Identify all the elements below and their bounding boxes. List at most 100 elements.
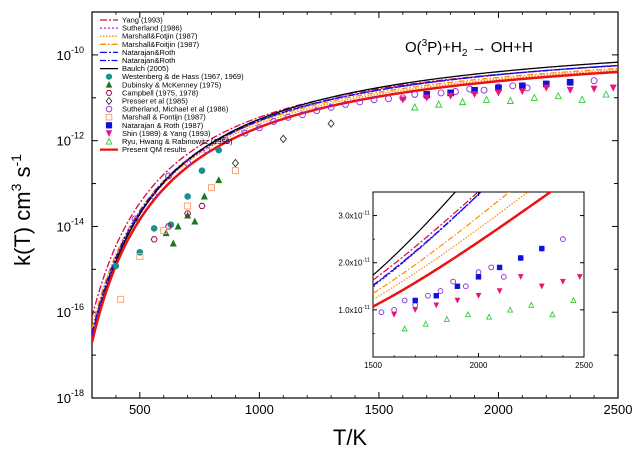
inset-x-tick-label: 2500 (575, 361, 593, 370)
data-point (284, 113, 292, 121)
legend-label: Presser et al (1985) (122, 97, 188, 106)
data-point (164, 223, 173, 230)
legend-label: Dubinsky & McKenney (1975) (122, 80, 222, 89)
x-tick-label: 1500 (364, 402, 393, 417)
inset-data-point (425, 292, 431, 299)
data-point (437, 89, 445, 97)
data-point (184, 159, 192, 167)
inset-data-point (549, 310, 556, 318)
data-point (385, 95, 392, 103)
inset-data-point (560, 278, 566, 285)
data-point (566, 78, 574, 86)
legend: Yang (1993)Sutherland (1986)Marshall&Fot… (100, 16, 244, 154)
data-point (578, 95, 586, 103)
data-point (232, 167, 239, 175)
data-points (112, 77, 617, 303)
inset-curve-line (373, 192, 457, 276)
inset-data-point (443, 315, 450, 322)
legend-label: Baulch (2005) (122, 64, 169, 73)
inset-data-point (401, 325, 408, 332)
inset-data-point (433, 293, 439, 299)
legend-label: Sutherland (1986) (122, 24, 183, 33)
inset-y-tick-label: 2.0x10-11 (338, 258, 370, 268)
inset-data-point (538, 283, 545, 290)
inset-curve-line (373, 192, 553, 308)
data-point (191, 217, 199, 225)
inset-data-point (454, 297, 461, 304)
data-point (208, 184, 215, 192)
inset-data-point (517, 255, 524, 261)
inset-data-point (454, 283, 461, 289)
x-tick-label: 500 (129, 402, 151, 417)
inset-curve-line (373, 192, 479, 281)
data-point (480, 86, 488, 94)
data-point (458, 97, 467, 106)
data-point (131, 215, 139, 223)
data-point (494, 89, 502, 97)
data-point (411, 90, 419, 98)
inset-data-points (378, 236, 583, 332)
data-point (184, 211, 192, 219)
data-point (222, 137, 230, 145)
legend-marker (105, 105, 113, 113)
curves (92, 61, 618, 343)
data-point (150, 193, 158, 200)
inset-data-point (576, 274, 583, 280)
data-point (399, 96, 407, 104)
inset-data-point (412, 307, 419, 313)
data-point (313, 107, 321, 115)
legend-label: Shin (1989) & Yang (1993) (122, 129, 211, 138)
legend-label: Yang (1993) (122, 16, 163, 25)
inset-data-point (488, 264, 495, 271)
data-point (184, 210, 192, 217)
data-point (203, 146, 211, 154)
data-point (609, 84, 617, 92)
data-point (519, 82, 526, 90)
legend-label: Sutherland, Michael et al (1986) (122, 105, 229, 114)
inset-curve-line (373, 192, 529, 300)
data-point (370, 96, 378, 104)
inset-data-point (570, 296, 577, 304)
legend-marker (105, 130, 113, 137)
curve-line (92, 61, 618, 341)
inset-y-tick-label: 1.0x10-11 (338, 305, 370, 315)
data-point (215, 146, 223, 154)
y-tick-label: 10-18 (57, 388, 84, 406)
legend-label: Marshall&Foitjin (1987) (122, 40, 200, 49)
legend-label: Natarajan&Roth (122, 56, 175, 65)
inset-data-point (496, 264, 503, 271)
legend-marker (105, 137, 113, 145)
inset-data-point (433, 302, 440, 309)
inset-data-point (528, 301, 535, 308)
inset-curve-line (373, 192, 511, 294)
data-point (198, 202, 206, 210)
inset-data-point (485, 313, 493, 320)
inset-plot: 1500 2000 2500 1.0x10-11 2.0x10-11 3.0x10-11 (338, 191, 593, 370)
main-plot: 500 1000 1500 2000 2500 10-18 10-16 10-14 10-12 1… (57, 11, 632, 417)
data-point (150, 225, 158, 232)
data-point (298, 111, 306, 119)
data-point (231, 158, 240, 168)
data-point (279, 134, 287, 144)
data-point (165, 172, 172, 180)
data-point (184, 202, 192, 210)
inset-x-tick-label: 1500 (364, 361, 382, 370)
inset-data-point (378, 309, 385, 316)
x-tick-label: 1000 (245, 402, 274, 417)
legend-marker (105, 81, 113, 88)
data-point (434, 100, 443, 108)
inset-data-point (517, 274, 524, 280)
data-point (327, 103, 335, 111)
data-point (255, 124, 263, 132)
inset-y-tick-label: 3.0x10-11 (338, 211, 370, 221)
legend-marker (105, 73, 113, 80)
inset-data-point (401, 297, 408, 304)
legend-label: Marshall & Fontijn (1987) (122, 113, 206, 122)
inset-data-point (560, 236, 566, 242)
data-point (518, 88, 526, 96)
data-point (590, 85, 598, 93)
data-point (150, 236, 158, 243)
data-point (136, 248, 144, 256)
data-point (530, 93, 539, 101)
